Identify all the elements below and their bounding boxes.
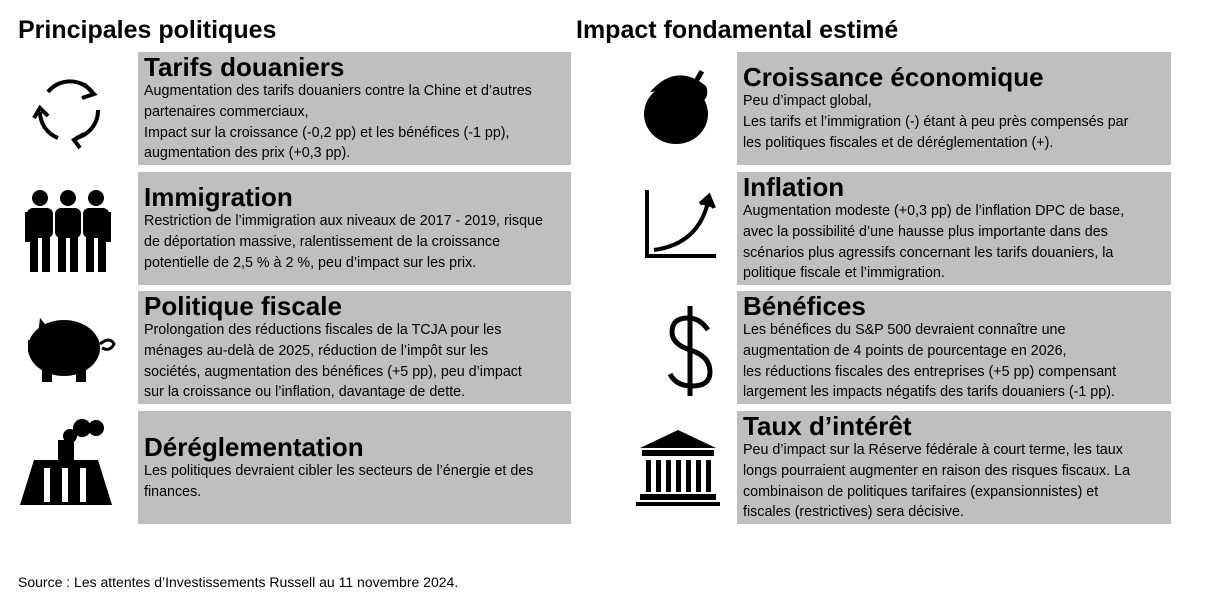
box-text: scénarios plus agressifs concernant les … bbox=[743, 244, 1114, 261]
box-text: potentielle de 2,5 % à 2 %, peu d’impact… bbox=[144, 254, 477, 271]
box-text: ménages au-delà de 2025, réduction de l’… bbox=[144, 342, 489, 359]
box-text: Augmentation modeste (+0,3 pp) de l’infl… bbox=[743, 202, 1125, 219]
box-text: sociétés, augmentation des bénéfices (+5… bbox=[144, 363, 522, 380]
box-text: longs pourraient augmenter en raison des… bbox=[743, 462, 1131, 479]
box-text: augmentation des prix (+0,3 pp). bbox=[144, 145, 351, 162]
policy-box: Politique fiscale Prolongation des réduct… bbox=[138, 291, 571, 404]
box-text: Impact sur la croissance (-0,2 pp) et le… bbox=[144, 124, 510, 141]
box-text: largement les impacts négatifs des tarif… bbox=[743, 384, 1115, 401]
box-title: Bénéfices bbox=[743, 290, 866, 321]
box-text: Prolongation des réductions fiscales de … bbox=[144, 321, 502, 338]
box-text: Les politiques devraient cibler les sect… bbox=[144, 462, 534, 479]
box-title: Croissance économique bbox=[743, 62, 1044, 93]
box-text: politique fiscale et l’immigration. bbox=[743, 265, 945, 282]
box-text: Les tarifs et l’immigration (-) étant à … bbox=[743, 114, 1129, 131]
box-title: Tarifs douaniers bbox=[144, 51, 345, 82]
acorn-icon bbox=[644, 69, 708, 144]
box-text: Augmentation des tarifs douaniers contre… bbox=[144, 82, 532, 99]
box-text: Restriction de l’immigration aux niveaux… bbox=[144, 213, 543, 230]
box-text: Peu d’impact sur la Réserve fédérale à c… bbox=[743, 441, 1123, 458]
box-text: les réductions fiscales des entreprises … bbox=[743, 363, 1117, 380]
policy-box: Tarifs douaniers Augmentation des tarifs … bbox=[138, 52, 571, 165]
column-title: Impact fondamental estimé bbox=[576, 16, 899, 44]
box-title: Taux d’intérêt bbox=[743, 410, 912, 441]
building-icon bbox=[636, 430, 720, 506]
piggy-icon bbox=[28, 318, 116, 382]
policy-box: Déréglementation Les politiques devraient… bbox=[138, 411, 571, 524]
box-text: augmentation de 4 points de pourcentage … bbox=[743, 342, 1067, 359]
box-title: Déréglementation bbox=[144, 431, 364, 462]
box-text: les politiques fiscales et de déréglemen… bbox=[743, 134, 1054, 151]
box-text: partenaires commerciaux, bbox=[144, 103, 309, 120]
policy-box: Bénéfices Les bénéfices du S&P 500 devrai… bbox=[737, 291, 1171, 404]
box-title: Politique fiscale bbox=[144, 290, 342, 321]
column-title: Principales politiques bbox=[18, 16, 277, 44]
policy-box: Croissance économique Peu d’impact global… bbox=[737, 52, 1171, 165]
box-text: de déportation massive, ralentissement d… bbox=[144, 234, 501, 251]
source: Source : Les attentes d’Investissements … bbox=[18, 574, 459, 590]
policy-box: Immigration Restriction de l’immigration … bbox=[138, 172, 571, 285]
box-text: avec la possibilité d’une hausse plus im… bbox=[743, 223, 1108, 240]
box-text: Peu d’impact global, bbox=[743, 93, 872, 110]
box-text: combinaison de politiques tarifaires (ex… bbox=[743, 483, 1099, 500]
people-icon bbox=[25, 190, 111, 272]
box-title: Inflation bbox=[743, 171, 845, 202]
dollar-icon bbox=[667, 306, 713, 396]
box-text: sur la croissance ou l’inflation, davant… bbox=[144, 384, 466, 401]
box-text: fiscales (restrictives) sera décisive. bbox=[743, 504, 964, 521]
chart-icon bbox=[645, 190, 716, 258]
box-title: Immigration bbox=[144, 182, 293, 213]
factory-icon bbox=[20, 419, 112, 505]
policy-box: Taux d’intérêt Peu d’impact sur la Réserv… bbox=[737, 411, 1171, 524]
box-text: finances. bbox=[144, 483, 202, 500]
box-text: Les bénéfices du S&P 500 devraient conna… bbox=[743, 321, 1066, 338]
policy-box: Inflation Augmentation modeste (+0,3 pp) … bbox=[737, 172, 1171, 285]
cycle-icon bbox=[32, 79, 101, 150]
